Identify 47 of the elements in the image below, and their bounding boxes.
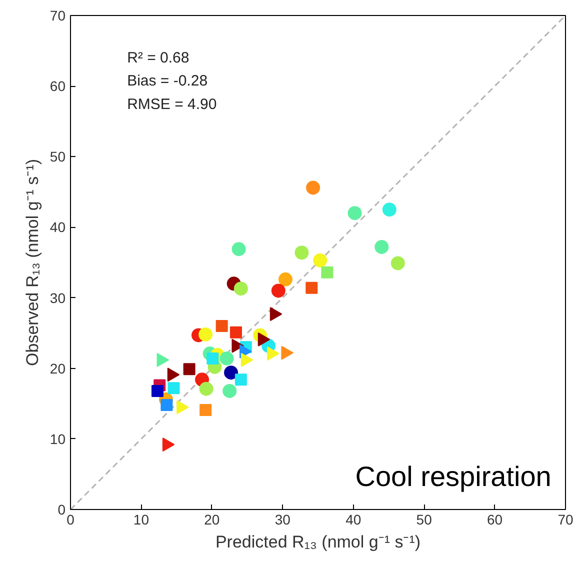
- y-tick-label: 30: [50, 290, 66, 306]
- point: [348, 206, 362, 220]
- point: [230, 326, 242, 338]
- point: [200, 404, 212, 416]
- point: [224, 366, 238, 380]
- point: [198, 327, 213, 342]
- point: [234, 374, 247, 386]
- point: [374, 240, 389, 254]
- point: [232, 242, 246, 256]
- y-tick-label: 0: [58, 502, 66, 518]
- point: [306, 282, 318, 294]
- point: [222, 384, 237, 398]
- point: [313, 253, 328, 268]
- y-tick-label: 40: [50, 219, 66, 236]
- annotation: R² = 0.68: [127, 49, 190, 66]
- point: [168, 382, 180, 394]
- x-tick-label: 40: [346, 512, 362, 528]
- point: [199, 382, 214, 396]
- point: [234, 282, 248, 296]
- point: [321, 266, 334, 278]
- point: [306, 180, 320, 195]
- point: [390, 256, 405, 270]
- x-tick-label: 70: [558, 512, 574, 528]
- y-axis-title: Observed R₁₃ (nmol g⁻¹ s⁻¹): [22, 159, 42, 366]
- point: [216, 320, 228, 332]
- y-tick-label: 10: [50, 430, 66, 447]
- point: [151, 384, 164, 397]
- point: [294, 246, 309, 260]
- annotation: RMSE = 4.90: [127, 96, 217, 113]
- y-tick-label: 60: [50, 78, 66, 94]
- point: [220, 351, 234, 366]
- annotation: Cool respiration: [355, 460, 552, 492]
- x-tick-label: 10: [133, 512, 150, 528]
- x-tick-label: 30: [274, 512, 291, 528]
- point: [271, 284, 286, 298]
- y-tick-label: 70: [50, 8, 66, 24]
- x-axis-title: Predicted R₁₃ (nmol g⁻¹ s⁻¹): [215, 532, 421, 552]
- x-tick-label: 60: [487, 512, 503, 528]
- point: [160, 399, 173, 412]
- x-tick-label: 50: [416, 512, 432, 528]
- point: [382, 202, 396, 217]
- point: [278, 272, 292, 286]
- y-tick-label: 20: [50, 360, 66, 376]
- y-tick-label: 50: [50, 148, 66, 165]
- point: [206, 352, 219, 364]
- x-tick-label: 20: [204, 512, 220, 528]
- annotation: Bias = -0.28: [127, 72, 208, 90]
